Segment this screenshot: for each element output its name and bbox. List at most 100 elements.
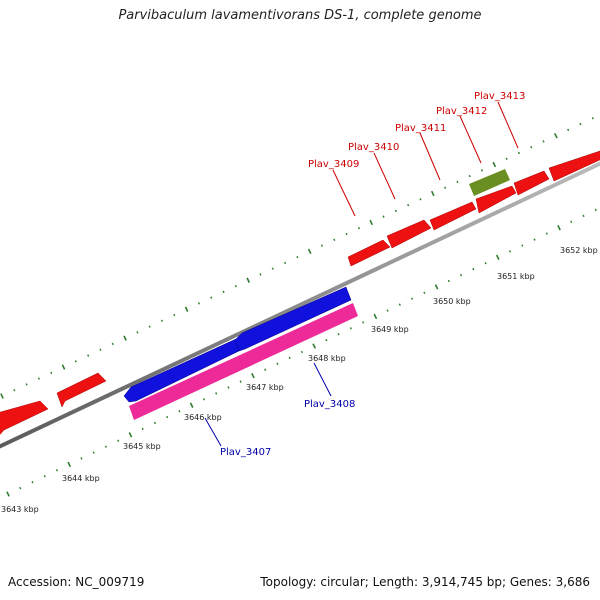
minor-tick — [582, 214, 585, 218]
major-tick — [246, 277, 251, 283]
minor-tick — [271, 267, 274, 270]
forward-gene-arrow — [513, 170, 550, 196]
scale-label: 3652 kbp — [560, 246, 598, 255]
minor-tick — [382, 215, 385, 218]
scale-label: 3650 kbp — [433, 297, 471, 306]
minor-tick — [407, 203, 410, 207]
minor-tick — [300, 350, 303, 354]
minor-tick — [591, 117, 594, 120]
major-tick — [128, 432, 133, 438]
minor-tick — [148, 325, 151, 328]
minor-tick — [459, 273, 463, 277]
minor-tick — [456, 180, 459, 184]
minor-tick — [259, 273, 262, 276]
forward-gene-arrow — [347, 239, 391, 267]
minor-tick — [153, 421, 157, 425]
minor-tick — [37, 377, 40, 380]
minor-tick — [136, 331, 139, 334]
minor-tick — [508, 250, 512, 253]
minor-tick — [87, 354, 90, 357]
minor-tick — [505, 157, 508, 160]
minor-tick — [197, 302, 201, 305]
minor-tick — [480, 169, 484, 172]
minor-tick — [521, 244, 524, 247]
minor-tick — [222, 290, 225, 294]
minor-tick — [288, 356, 291, 360]
major-tick — [495, 254, 500, 261]
minor-tick — [160, 319, 164, 322]
major-tick — [373, 313, 378, 320]
minor-tick — [31, 481, 34, 484]
scale-label: 3648 kbp — [308, 354, 346, 363]
minor-tick — [92, 451, 95, 454]
minor-tick — [472, 267, 475, 271]
minor-tick — [99, 348, 102, 351]
map-title: Parvibaculum lavamentivorans DS-1, compl… — [118, 8, 482, 23]
minor-tick — [579, 122, 582, 126]
minor-tick — [567, 128, 570, 132]
minor-tick — [19, 486, 22, 490]
lower-tick-track — [6, 208, 597, 497]
minor-tick — [411, 297, 414, 300]
minor-tick — [357, 226, 361, 230]
forward-gene-arrow — [475, 185, 517, 214]
major-tick — [557, 225, 561, 231]
minor-tick — [545, 232, 548, 235]
minor-tick — [43, 474, 46, 478]
forward-gene-arrow — [429, 201, 477, 231]
scale-label: 3647 kbp — [246, 383, 284, 392]
minor-tick — [484, 261, 487, 265]
minor-tick — [447, 279, 450, 283]
gene-label-plav-3408: Plav_3408 — [304, 399, 355, 410]
major-tick — [61, 364, 66, 370]
scale-label: 3645 kbp — [123, 442, 161, 451]
major-tick — [492, 161, 497, 168]
genome-backbone — [0, 161, 600, 449]
major-tick — [430, 190, 435, 197]
minor-tick — [166, 415, 169, 419]
minor-tick — [50, 371, 53, 375]
accession-text: Accession: NC_009719 — [8, 575, 145, 589]
minor-tick — [13, 389, 16, 392]
minor-tick — [284, 261, 287, 265]
minor-tick — [141, 427, 144, 431]
minor-tick — [117, 439, 120, 442]
minor-tick — [234, 284, 237, 288]
gene-label-plav-3410: Plav_3410 — [348, 142, 399, 153]
major-tick — [307, 248, 312, 255]
minor-tick — [320, 244, 324, 247]
gene-label-plav-3412: Plav_3412 — [436, 106, 487, 117]
gene-label-plav-3409: Plav_3409 — [308, 159, 359, 170]
pink-gene — [129, 303, 358, 420]
minor-tick — [362, 321, 365, 324]
minor-tick — [25, 383, 28, 386]
major-tick — [67, 461, 72, 468]
forward-gene-arrow — [548, 150, 600, 182]
major-tick — [189, 402, 194, 408]
major-tick — [312, 343, 317, 349]
minor-tick — [178, 409, 181, 413]
minor-tick — [276, 362, 279, 365]
major-tick — [434, 284, 439, 290]
minor-tick — [533, 238, 536, 241]
gene-callouts: Plav_3409 Plav_3410 Plav_3411 Plav_3412 … — [204, 91, 525, 458]
gene-label-plav-3407: Plav_3407 — [220, 447, 271, 458]
minor-tick — [594, 208, 597, 212]
minor-tick — [349, 327, 352, 330]
forward-gene-arrow — [386, 219, 432, 249]
gene-label-plav-3411: Plav_3411 — [395, 123, 446, 134]
major-tick — [6, 491, 10, 497]
major-tick — [123, 335, 127, 341]
minor-tick — [570, 220, 573, 224]
minor-tick — [111, 342, 114, 346]
minor-tick — [74, 360, 77, 363]
minor-tick — [296, 255, 299, 259]
major-tick — [553, 132, 558, 139]
minor-tick — [423, 291, 426, 295]
minor-tick — [104, 445, 108, 448]
scale-label: 3643 kbp — [1, 505, 39, 514]
forward-gene-arrow — [56, 372, 107, 408]
major-tick — [0, 393, 4, 399]
gene-label-plav-3413: Plav_3413 — [474, 91, 525, 102]
scale-label: 3649 kbp — [371, 325, 409, 334]
